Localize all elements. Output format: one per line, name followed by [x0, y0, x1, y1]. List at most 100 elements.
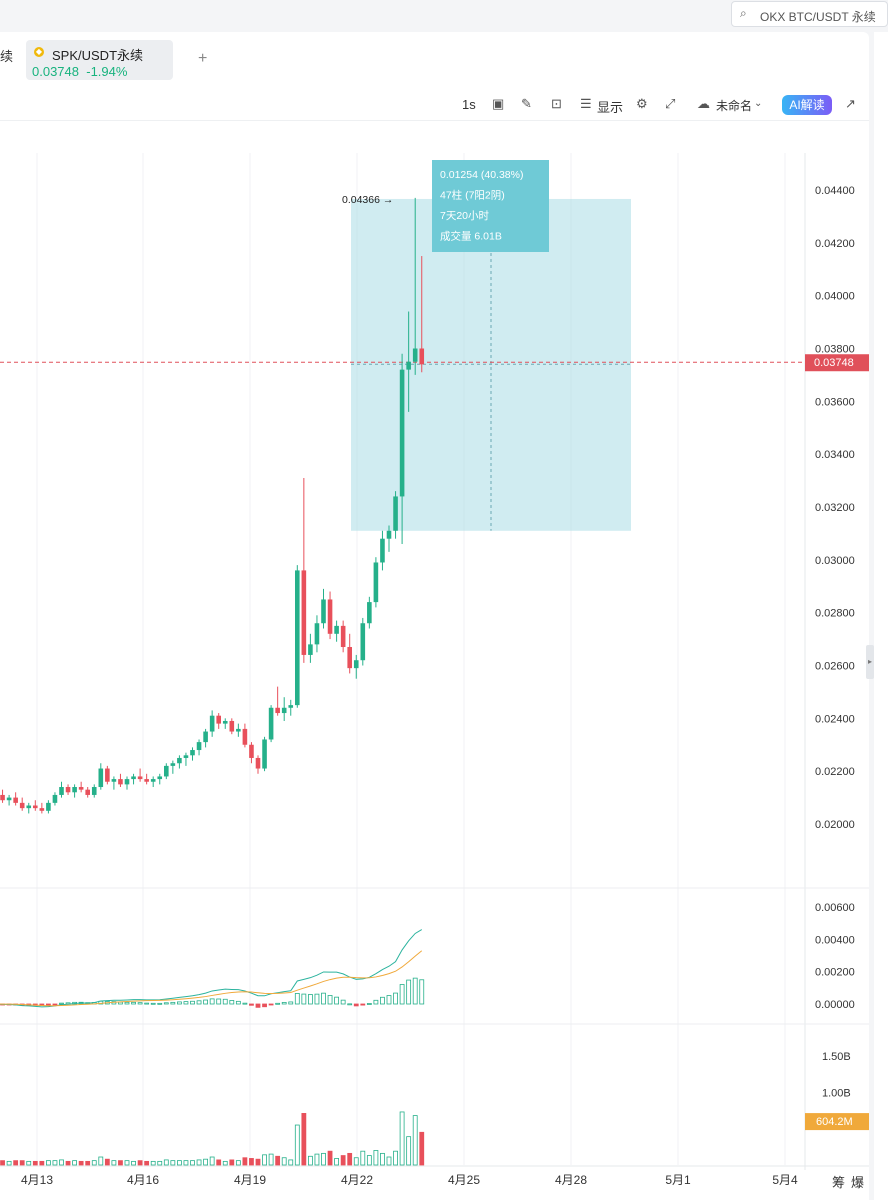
candle-body	[216, 715, 221, 724]
candle-body	[164, 765, 169, 777]
macd-histogram-bar	[281, 1002, 287, 1005]
measure-label-text: 成交量 6.01B	[440, 230, 502, 243]
candle-body	[98, 768, 104, 788]
gear-icon[interactable]: ⚙	[636, 96, 648, 111]
current-volume-label: 604.2M	[816, 1116, 853, 1128]
candle-body	[177, 757, 182, 764]
candle-body	[209, 715, 215, 732]
interval-button[interactable]: 1s	[462, 97, 476, 112]
volume-bar	[39, 1160, 45, 1166]
volume-bar	[301, 1113, 307, 1166]
price-tick-label: 0.02000	[815, 819, 855, 831]
macd-histogram-bar	[347, 1003, 353, 1006]
ai-analysis-button[interactable]: AI解读	[782, 95, 832, 115]
high-price-marker: 0.04366 →	[342, 194, 393, 206]
macd-histogram-bar	[203, 999, 209, 1005]
measure-label-text: 7天20小时	[440, 210, 490, 222]
volume-bar	[98, 1156, 104, 1166]
volume-bar	[380, 1152, 385, 1166]
candle-body	[85, 789, 90, 795]
volume-bar	[0, 1160, 5, 1166]
volume-bar	[183, 1160, 189, 1166]
search-icon: ⌕	[740, 6, 747, 20]
volume-bar	[65, 1160, 71, 1166]
share-icon[interactable]: ↗	[845, 96, 856, 111]
tab-symbol: SPK/USDT永续	[52, 48, 144, 63]
macd-histogram-bar	[314, 993, 320, 1005]
volume-bar	[347, 1152, 353, 1166]
candle-body	[111, 779, 117, 782]
volume-bar	[157, 1160, 163, 1166]
price-tick-label: 0.04000	[815, 291, 855, 303]
candle-body	[46, 802, 51, 811]
volume-bar	[176, 1160, 182, 1166]
volume-bar	[26, 1160, 32, 1166]
candle-body	[26, 805, 32, 809]
candle-body	[118, 779, 123, 785]
macd-histogram-bar	[294, 993, 300, 1005]
volume-bar	[294, 1124, 300, 1166]
volume-bar	[360, 1150, 366, 1166]
chevron-down-icon[interactable]: ⌄	[754, 98, 763, 109]
candle-body	[373, 562, 379, 603]
time-tick-label: 5月4	[772, 1173, 798, 1187]
volume-bar	[190, 1160, 195, 1166]
candle-body	[6, 797, 12, 801]
volume-bar	[281, 1157, 287, 1166]
candle-body	[157, 776, 163, 780]
macd-tick-label: 0.00400	[815, 934, 855, 946]
indicator-icon[interactable]: ⊡	[551, 96, 562, 111]
candle-body	[65, 787, 71, 793]
list-icon[interactable]: ☰	[580, 96, 592, 111]
macd-histogram-bar	[288, 1001, 294, 1005]
volume-bar	[314, 1153, 320, 1166]
measure-label-box	[432, 160, 549, 252]
candle-body	[150, 779, 156, 782]
draw-icon[interactable]: ✎	[521, 96, 532, 111]
candle-body	[131, 776, 136, 780]
candle-body	[399, 369, 405, 497]
display-button[interactable]: 显示	[597, 100, 624, 115]
price-tick-label: 0.02200	[815, 766, 855, 778]
volume-bar	[222, 1160, 228, 1166]
volume-bar	[321, 1152, 326, 1166]
time-tick-label: 4月13	[21, 1173, 53, 1187]
candle-body	[170, 763, 176, 766]
volume-bar	[255, 1158, 261, 1166]
macd-histogram-bar	[170, 1001, 176, 1005]
tab-spk-usdt[interactable]: ◆ SPK/USDT永续 0.03748 -1.94%	[26, 40, 173, 80]
volume-bar	[118, 1160, 123, 1166]
cloud-icon[interactable]: ☁	[697, 96, 710, 111]
add-tab-button[interactable]: +	[198, 50, 208, 67]
candle-body	[229, 720, 235, 732]
candle-body	[19, 802, 25, 809]
macd-histogram-bar	[196, 1000, 202, 1005]
collapse-handle[interactable]: ▸	[866, 645, 874, 679]
volume-bar	[85, 1160, 91, 1166]
candle-body	[203, 731, 208, 743]
macd-histogram-bar	[255, 1003, 261, 1008]
price-tick-label: 0.03400	[815, 449, 855, 461]
volume-bar	[412, 1115, 418, 1166]
price-tick-label: 0.03000	[815, 555, 855, 567]
volume-bar	[366, 1155, 372, 1166]
layout-name[interactable]: 未命名	[716, 99, 753, 113]
symbol-search[interactable]: ⌕ OKX BTC/USDT 永续	[731, 1, 888, 27]
macd-histogram-bar	[249, 1003, 254, 1006]
macd-tick-label: 0.00000	[815, 999, 855, 1011]
time-tick-label: 4月19	[234, 1173, 266, 1187]
fullscreen-icon[interactable]: ⤢	[665, 96, 676, 111]
macd-histogram-bar	[334, 996, 340, 1005]
volume-bar	[419, 1131, 425, 1166]
candle-body	[137, 776, 143, 780]
volume-bar	[340, 1155, 346, 1166]
time-tick-label: 4月25	[448, 1173, 480, 1187]
volume-bar	[72, 1160, 77, 1166]
price-tick-label: 0.02600	[815, 661, 855, 673]
tab-previous[interactable]: 续	[0, 49, 14, 64]
volume-bar	[406, 1136, 412, 1166]
camera-icon[interactable]: ▣	[492, 96, 505, 111]
search-input[interactable]: OKX BTC/USDT 永续	[760, 10, 876, 24]
candle-body	[295, 570, 300, 706]
